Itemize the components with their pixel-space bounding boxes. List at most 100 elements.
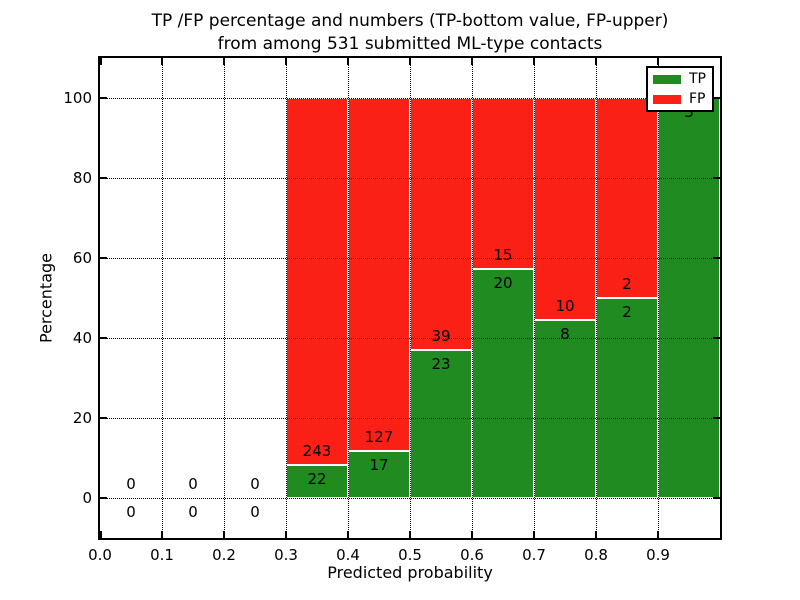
gridline-vertical [410, 58, 411, 538]
bar-segment-tp [596, 298, 658, 498]
y-tick-mark [713, 417, 720, 419]
x-tick-mark [595, 531, 597, 538]
bar-segment-fp [410, 98, 472, 350]
x-tick-mark [223, 58, 225, 65]
tp-count-label: 20 [493, 274, 513, 293]
tp-count-label: 0 [188, 503, 198, 521]
legend-item-tp: TP [653, 71, 707, 88]
fp-count-label: 10 [555, 297, 575, 316]
tp-count-label: 23 [431, 354, 451, 373]
x-tick-mark [533, 58, 535, 65]
y-tick-mark [713, 257, 720, 259]
y-tick-mark [713, 177, 720, 179]
legend: TP FP [646, 66, 714, 112]
x-tick-mark [161, 58, 163, 65]
bar-segment-fp [472, 98, 534, 270]
y-tick-label: 0 [82, 489, 92, 507]
gridline-vertical [596, 58, 597, 538]
y-tick-mark [100, 257, 107, 259]
x-tick-label: 0.0 [88, 546, 112, 564]
fp-count-label: 0 [188, 475, 198, 493]
x-axis-label: Predicted probability [327, 563, 493, 582]
fp-count-label: 15 [493, 246, 513, 265]
y-tick-label: 60 [72, 249, 92, 267]
fp-count-label: 127 [364, 427, 394, 446]
gridline-vertical [472, 58, 473, 538]
bar-segment-tp [286, 464, 348, 498]
tp-count-label: 0 [126, 503, 136, 521]
gridline-vertical [658, 58, 659, 538]
chart-title: TP /FP percentage and numbers (TP-bottom… [100, 10, 720, 56]
x-tick-label: 0.5 [398, 546, 422, 564]
x-tick-mark [471, 531, 473, 538]
x-tick-mark [161, 531, 163, 538]
x-tick-mark [409, 531, 411, 538]
x-tick-label: 0.7 [522, 546, 546, 564]
x-tick-mark [657, 531, 659, 538]
y-tick-label: 100 [63, 89, 92, 107]
legend-label: TP [689, 70, 706, 87]
x-tick-label: 0.8 [584, 546, 608, 564]
x-tick-mark [347, 58, 349, 65]
fp-count-label: 0 [126, 475, 136, 493]
y-tick-label: 40 [72, 329, 92, 347]
x-tick-label: 0.2 [212, 546, 236, 564]
chart-title-line1: TP /FP percentage and numbers (TP-bottom… [151, 11, 669, 31]
y-tick-mark [100, 497, 107, 499]
tp-count-label: 17 [369, 455, 389, 474]
x-tick-label: 0.6 [460, 546, 484, 564]
y-tick-mark [713, 97, 720, 99]
fp-count-label: 39 [431, 326, 451, 345]
y-tick-mark [100, 337, 107, 339]
y-tick-label: 20 [72, 409, 92, 427]
tp-count-label: 3 [684, 103, 694, 121]
tp-swatch [653, 74, 681, 84]
fp-swatch [653, 94, 681, 104]
gridline-vertical [224, 58, 225, 538]
gridline-vertical [162, 58, 163, 538]
bar-segment-fp [348, 98, 410, 451]
bar-segment-tp [534, 320, 596, 498]
y-tick-mark [100, 177, 107, 179]
bar-segment-fp [596, 98, 658, 298]
bar-segment-tp [472, 269, 534, 498]
bar-segment-fp [286, 98, 348, 465]
chart-title-line2: from among 531 submitted ML-type contact… [217, 34, 603, 54]
x-tick-label: 0.3 [274, 546, 298, 564]
fp-count-label: 2 [622, 275, 632, 293]
legend-label: FP [689, 90, 706, 107]
x-tick-label: 0.4 [336, 546, 360, 564]
x-tick-mark [347, 531, 349, 538]
bar-segment-fp [534, 98, 596, 321]
bar-segment-tp [348, 450, 410, 498]
y-tick-mark [100, 97, 107, 99]
x-tick-label: 0.9 [646, 546, 670, 564]
tp-count-label: 8 [560, 325, 570, 344]
x-tick-mark [223, 531, 225, 538]
x-tick-label: 0.1 [150, 546, 174, 564]
y-tick-mark [100, 417, 107, 419]
gridline-vertical [348, 58, 349, 538]
tp-count-label: 22 [307, 469, 327, 488]
fp-count-label: 243 [302, 441, 332, 460]
x-tick-mark [409, 58, 411, 65]
plot-area: 0000002432212717392315201082203 [98, 56, 722, 540]
y-tick-mark [713, 337, 720, 339]
tp-count-label: 0 [250, 503, 260, 521]
gridline-vertical [534, 58, 535, 538]
tp-count-label: 2 [622, 303, 632, 321]
x-tick-mark [285, 58, 287, 65]
bar-segment-tp [658, 98, 720, 498]
gridline-vertical [286, 58, 287, 538]
y-tick-label: 80 [72, 169, 92, 187]
legend-item-fp: FP [653, 91, 707, 108]
x-tick-mark [100, 58, 102, 65]
fp-count-label: 0 [250, 475, 260, 493]
x-tick-mark [471, 58, 473, 65]
x-tick-mark [285, 531, 287, 538]
x-tick-mark [657, 58, 659, 65]
y-tick-mark [713, 497, 720, 499]
x-tick-mark [595, 58, 597, 65]
x-tick-mark [533, 531, 535, 538]
